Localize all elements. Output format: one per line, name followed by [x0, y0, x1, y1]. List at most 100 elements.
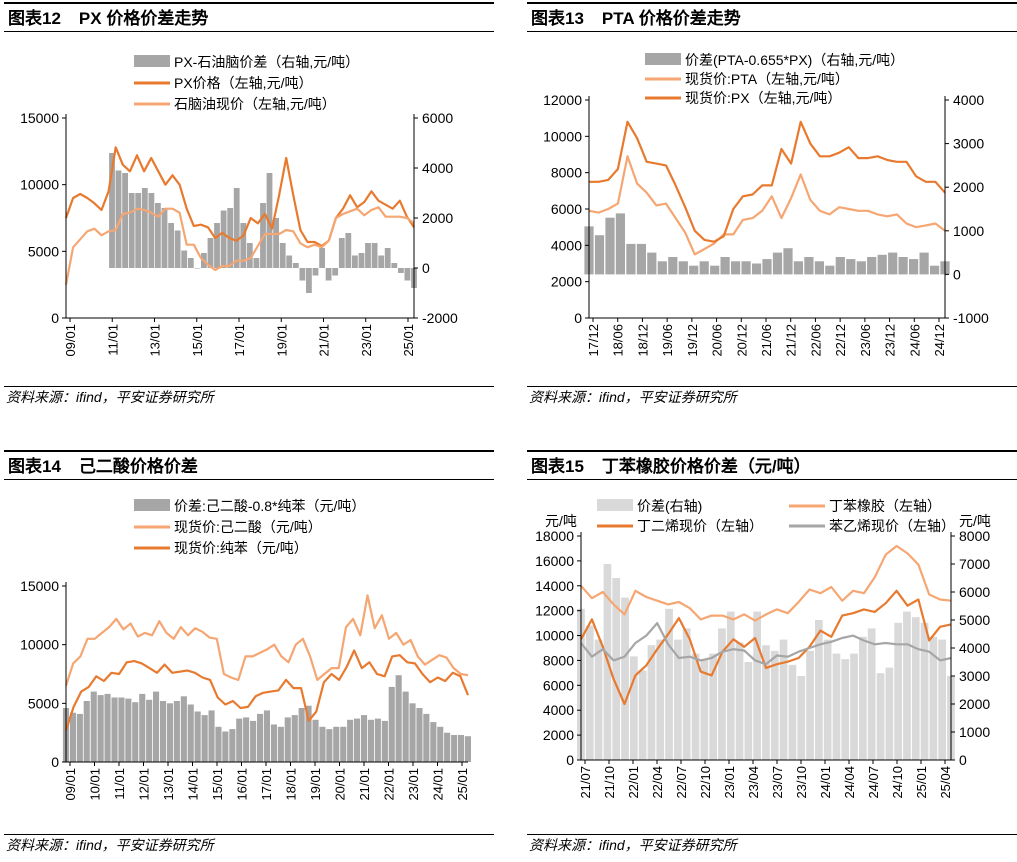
right-tick-label: 1000 — [953, 223, 984, 239]
spread-bar — [298, 708, 305, 762]
spread-bar — [284, 717, 291, 762]
panel-title: 图表15 丁苯橡胶价格价差（元/吨） — [527, 450, 1017, 480]
spread-bar — [585, 625, 594, 760]
left-tick-label: 8000 — [543, 652, 574, 668]
spread-bar — [689, 265, 699, 275]
panel-title: 图表13 PTA 价格价差走势 — [527, 2, 1017, 32]
spread-bar — [181, 250, 188, 268]
x-tick-label: 13/01 — [148, 324, 163, 357]
spread-bar — [319, 726, 326, 762]
legend-label: 现货价:己二酸（元/吨） — [174, 519, 322, 535]
spread-bar — [612, 578, 621, 760]
pta-price-spread-chart: 0 2000 4000 6000 8000 10000 12000 -1000 0 1000 200… — [543, 52, 989, 357]
spread-bar — [423, 713, 430, 762]
spread-bar — [735, 642, 744, 760]
spread-bar — [367, 719, 374, 762]
spread-bar — [668, 257, 678, 275]
spread-bar — [180, 696, 187, 762]
x-tick-label: 21/10 — [602, 766, 617, 799]
spread-bar — [83, 701, 90, 762]
spread-bar — [437, 726, 444, 762]
spread-bar — [793, 261, 803, 275]
spread-bar — [388, 686, 395, 762]
spread-bar — [292, 263, 299, 268]
spread-bar — [326, 729, 333, 762]
spread-bar — [146, 699, 153, 762]
legend-label: 丁二烯现价（左轴） — [637, 518, 763, 534]
x-tick-label: 25/01 — [914, 766, 929, 799]
left-tick-label: 15000 — [20, 578, 59, 594]
spread-bar — [846, 259, 856, 275]
spread-bar — [125, 698, 132, 762]
spread-bar — [166, 703, 173, 762]
left-tick-label: 6000 — [543, 677, 574, 693]
spread-bar — [115, 170, 122, 268]
x-tick-label: 23/10 — [794, 766, 809, 799]
x-tick-label: 12/01 — [137, 768, 152, 801]
x-tick-label: 21/01 — [317, 324, 332, 357]
spread-bar — [312, 719, 319, 762]
left-tick-label: 16000 — [535, 553, 574, 569]
legend-swatch-area — [645, 53, 681, 65]
spread-bar — [920, 622, 929, 760]
spread-bar — [731, 261, 741, 275]
spread-bar — [657, 261, 667, 275]
spread-bar — [161, 208, 168, 268]
spread-bar — [451, 735, 458, 762]
spread-bar — [788, 664, 797, 760]
spread-bar — [319, 248, 325, 268]
right-tick-label: 3000 — [959, 668, 990, 684]
spread-bar — [674, 639, 682, 760]
spread-bar — [141, 188, 148, 268]
x-tick-label: 17/01 — [259, 768, 274, 801]
x-tick-label: 18/06 — [611, 324, 626, 357]
spread-bar — [615, 213, 625, 275]
legend-label: 现货价:PTA（左轴,元/吨） — [685, 71, 849, 87]
figure-number: 图表13 — [531, 9, 584, 28]
spread-bar — [877, 254, 887, 275]
spread-bar — [398, 268, 404, 273]
spread-bar — [626, 243, 636, 275]
figure-number: 图表14 — [8, 457, 61, 476]
x-tick-label: 24/12 — [932, 324, 947, 357]
spread-area-series — [577, 564, 955, 760]
x-tick-label: 24/01 — [818, 766, 833, 799]
legend-label: 价差(PTA-0.655*PX)（右轴,元/吨） — [685, 52, 904, 68]
legend-label: 丁苯橡胶（左轴） — [829, 498, 941, 514]
right-tick-label: 7000 — [959, 556, 990, 572]
spread-bar — [395, 675, 402, 762]
x-tick-label: 22/12 — [833, 324, 848, 357]
spread-bar — [371, 243, 378, 268]
price-line-series — [589, 120, 946, 243]
spread-bar — [636, 243, 646, 275]
left-tick-label: 12000 — [535, 603, 574, 619]
spread-bar — [266, 173, 273, 268]
x-tick-label: 15/01 — [210, 768, 225, 801]
spread-bar — [135, 193, 142, 268]
spread-bar — [111, 697, 118, 762]
x-tick-label: 18/01 — [284, 768, 299, 801]
x-tick-label: 13/01 — [161, 768, 176, 801]
spread-bar — [814, 261, 824, 275]
x-tick-label: 19/06 — [660, 324, 675, 357]
spread-bar — [215, 726, 222, 762]
spread-bar — [709, 653, 717, 760]
x-tick-label: 21/07 — [578, 766, 593, 799]
x-tick-label: 18/12 — [635, 324, 650, 357]
spread-bar — [168, 223, 174, 268]
adipic-acid-price-spread-chart: 0 5000 10000 15000 09/01 10/01 11/01 12/01 13/01… — [20, 498, 471, 801]
left-unit-label: 元/吨 — [545, 513, 577, 529]
spread-bar — [823, 639, 832, 760]
right-tick-label: 8000 — [959, 528, 990, 544]
x-tick-label: 24/07 — [866, 766, 881, 799]
price-line-series — [580, 544, 952, 622]
spread-bar — [594, 235, 605, 275]
spread-bar — [856, 261, 866, 275]
legend-label: PX价格（左轴,元/吨） — [174, 75, 312, 91]
legend-swatch-area — [134, 55, 170, 67]
source-note: 资料来源：ifind，平安证券研究所 — [527, 834, 1017, 854]
spread-bar — [938, 639, 946, 760]
spread-bar — [825, 265, 835, 275]
right-tick-label: 0 — [953, 266, 961, 282]
spread-bar — [222, 731, 229, 762]
